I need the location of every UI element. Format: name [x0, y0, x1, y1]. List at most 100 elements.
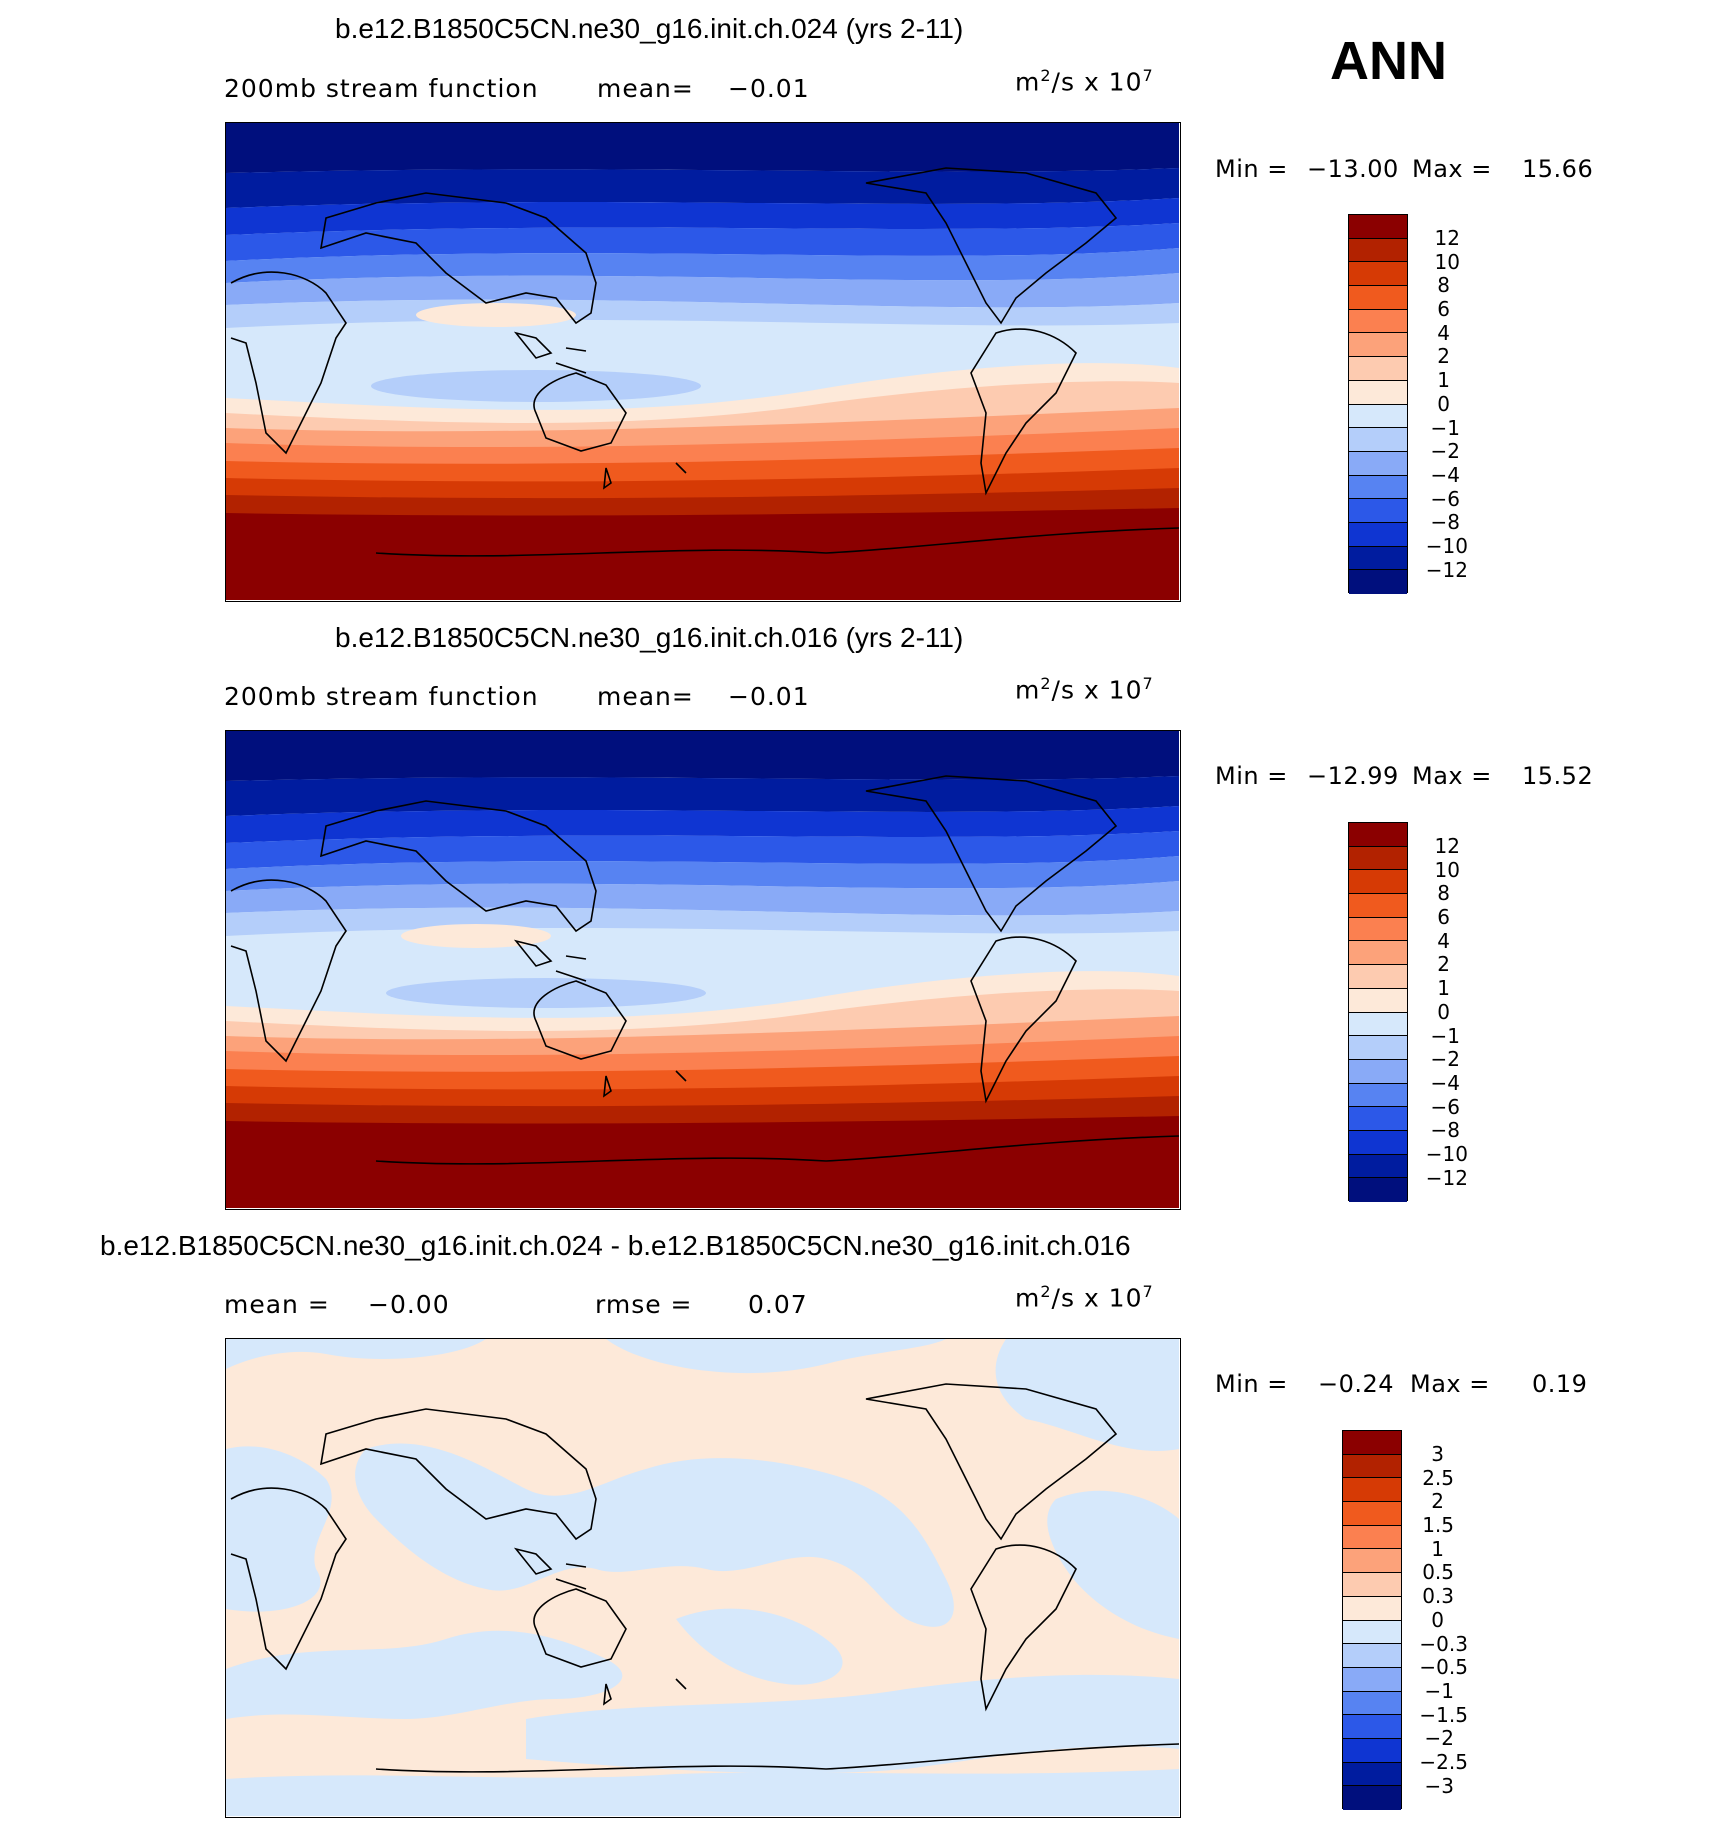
colorbar-label: 0: [1437, 392, 1450, 416]
colorbar-swatch: [1349, 546, 1407, 571]
colorbar-label: 2: [1437, 344, 1450, 368]
panel3-min-value: −0.24: [1318, 1370, 1395, 1398]
colorbar-swatch: [1343, 1738, 1401, 1763]
colorbar-label: −1: [1424, 1679, 1454, 1703]
colorbar-label: −2: [1424, 1726, 1454, 1750]
panel2-mean-label: mean=: [597, 682, 694, 711]
panel2-max-label: Max =: [1412, 762, 1492, 790]
colorbar-swatch: [1343, 1478, 1401, 1503]
colorbar-swatch: [1349, 357, 1407, 381]
colorbar-label: −8: [1430, 510, 1460, 534]
colorbar-label: −2: [1430, 1047, 1460, 1071]
colorbar-label: 10: [1434, 858, 1460, 882]
colorbar-label: −2.5: [1419, 1750, 1468, 1774]
season-label: ANN: [1330, 31, 1447, 91]
colorbar-swatch: [1343, 1502, 1401, 1526]
panel3-title: b.e12.B1850C5CN.ne30_g16.init.ch.024 - b…: [100, 1230, 1131, 1261]
panel3-rmse-label: rmse =: [595, 1290, 693, 1319]
panel2-title: b.e12.B1850C5CN.ne30_g16.init.ch.016 (yr…: [335, 622, 964, 653]
colorbar-swatch: [1349, 1107, 1407, 1131]
panel2-variable-label: 200mb stream function: [224, 682, 539, 711]
colorbar-swatch: [1349, 1036, 1407, 1060]
panel3-colorbar: [1342, 1430, 1402, 1810]
colorbar-swatch: [1349, 428, 1407, 452]
colorbar-label: −6: [1430, 487, 1460, 511]
colorbar-label: 8: [1437, 273, 1450, 297]
colorbar-swatch: [1349, 286, 1407, 310]
panel2-max-value: 15.52: [1522, 762, 1594, 790]
panel3-rmse-value: 0.07: [748, 1290, 808, 1319]
colorbar-label: 1: [1437, 368, 1450, 392]
panel1-coastlines: [230, 167, 1179, 557]
panel3-max-value: 0.19: [1532, 1370, 1588, 1398]
colorbar-swatch: [1343, 1620, 1401, 1645]
panel1-units: m2/s x 107: [1015, 66, 1154, 97]
panel2-coastlines: [230, 775, 1179, 1165]
panel2-units: m2/s x 107: [1015, 674, 1154, 705]
colorbar-label: 1: [1431, 1537, 1444, 1561]
colorbar-label: 4: [1437, 929, 1450, 953]
colorbar-label: 3: [1431, 1442, 1444, 1466]
panel1-map: [225, 122, 1181, 602]
colorbar-swatch: [1349, 1012, 1407, 1037]
colorbar-label: −0.3: [1419, 1632, 1468, 1656]
colorbar-swatch: [1349, 404, 1407, 429]
colorbar-swatch: [1343, 1667, 1401, 1692]
colorbar-swatch: [1343, 1573, 1401, 1597]
colorbar-swatch: [1349, 1059, 1407, 1084]
colorbar-swatch: [1349, 522, 1407, 547]
colorbar-swatch: [1349, 823, 1407, 847]
panel3-map: [225, 1338, 1181, 1818]
panel3-max-label: Max =: [1410, 1370, 1490, 1398]
colorbar-swatch: [1349, 1178, 1407, 1202]
colorbar-swatch: [1349, 451, 1407, 476]
panel2-min-value: −12.99: [1307, 762, 1399, 790]
colorbar-label: 6: [1437, 905, 1450, 929]
colorbar-swatch: [1343, 1786, 1401, 1810]
colorbar-label: −1: [1430, 416, 1460, 440]
colorbar-swatch: [1349, 941, 1407, 966]
colorbar-swatch: [1349, 215, 1407, 239]
panel1-min-value: −13.00: [1307, 155, 1399, 183]
colorbar-label: 1.5: [1422, 1513, 1454, 1537]
colorbar-label: 0: [1437, 1000, 1450, 1024]
panel3-min-label: Min =: [1215, 1370, 1288, 1398]
panel2-colorbar: [1348, 822, 1408, 1202]
colorbar-label: 10: [1434, 250, 1460, 274]
colorbar-label: 12: [1434, 834, 1460, 858]
panel3-mean-label: mean =: [224, 1290, 330, 1319]
panel1-colorbar: [1348, 214, 1408, 594]
colorbar-label: 0.3: [1422, 1584, 1454, 1608]
colorbar-swatch: [1343, 1691, 1401, 1716]
colorbar-swatch: [1349, 1154, 1407, 1179]
colorbar-swatch: [1349, 570, 1407, 594]
panel3-units: m2/s x 107: [1015, 1282, 1154, 1313]
colorbar-label: −10: [1425, 1142, 1468, 1166]
colorbar-swatch: [1343, 1644, 1401, 1668]
colorbar-swatch: [1349, 262, 1407, 287]
colorbar-label: −4: [1430, 1071, 1460, 1095]
colorbar-label: −1: [1430, 1024, 1460, 1048]
colorbar-swatch: [1343, 1715, 1401, 1739]
colorbar-swatch: [1343, 1549, 1401, 1574]
colorbar-label: −6: [1430, 1095, 1460, 1119]
colorbar-swatch: [1349, 333, 1407, 358]
colorbar-label: 2: [1437, 952, 1450, 976]
colorbar-swatch: [1349, 894, 1407, 918]
colorbar-label: 8: [1437, 881, 1450, 905]
panel1-min-label: Min =: [1215, 155, 1288, 183]
panel1-max-value: 15.66: [1522, 155, 1594, 183]
colorbar-label: 4: [1437, 321, 1450, 345]
colorbar-swatch: [1349, 238, 1407, 263]
colorbar-swatch: [1343, 1431, 1401, 1455]
colorbar-label: −3: [1424, 1774, 1454, 1798]
panel3-mean-value: −0.00: [368, 1290, 450, 1319]
colorbar-swatch: [1349, 1083, 1407, 1108]
colorbar-swatch: [1349, 380, 1407, 405]
colorbar-swatch: [1349, 846, 1407, 871]
colorbar-label: −1.5: [1419, 1703, 1468, 1727]
colorbar-label: −8: [1430, 1118, 1460, 1142]
colorbar-swatch: [1349, 965, 1407, 989]
panel1-contour-field: [226, 123, 1179, 600]
colorbar-swatch: [1343, 1596, 1401, 1621]
